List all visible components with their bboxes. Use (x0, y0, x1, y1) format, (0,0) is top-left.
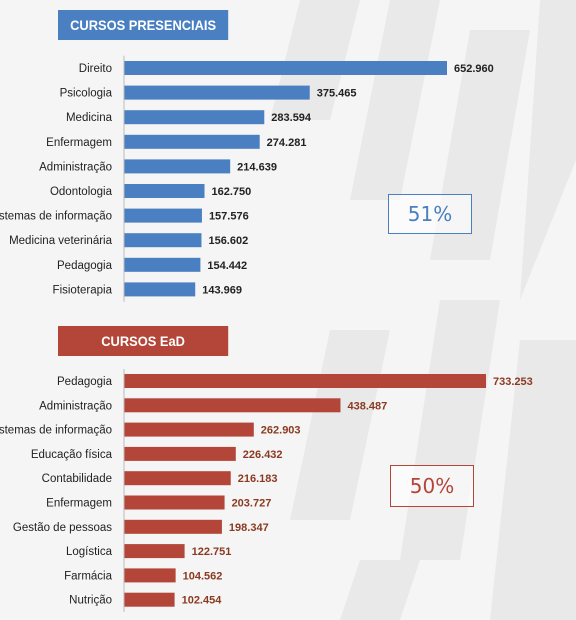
value-label: 156.602 (208, 235, 248, 247)
value-label: 262.903 (261, 425, 301, 437)
percentage-box-presencial: 51% (388, 194, 472, 234)
value-label: 122.751 (192, 546, 232, 558)
bar (124, 159, 231, 174)
bar (124, 208, 202, 223)
category-label: Pedagogia (57, 376, 113, 388)
category-label: Administração (39, 161, 112, 173)
value-label: 154.442 (207, 260, 247, 272)
value-label: 198.347 (229, 522, 269, 534)
bar (124, 282, 196, 297)
bar (124, 257, 201, 272)
header-cursos-ead: CURSOS EaD (58, 326, 229, 356)
value-label: 216.183 (238, 473, 278, 485)
value-label: 143.969 (202, 284, 242, 296)
bar (124, 471, 231, 486)
category-label: Odontologia (50, 186, 113, 198)
bar (124, 233, 202, 248)
category-label: Gestão de pessoas (13, 522, 112, 534)
bar (124, 184, 205, 198)
bar (124, 398, 341, 413)
value-label: 102.454 (182, 595, 223, 607)
bar (124, 134, 260, 149)
category-label: Fisioterapia (53, 284, 113, 296)
bar (124, 110, 265, 125)
bar (124, 568, 176, 583)
category-label: Administração (39, 400, 112, 412)
category-label: Sistemas de informação (0, 425, 112, 437)
value-label: 203.727 (232, 498, 272, 510)
bar (124, 61, 447, 75)
bar (124, 446, 236, 461)
category-label: Farmácia (64, 570, 113, 582)
bar (124, 422, 254, 437)
value-label: 162.750 (212, 186, 252, 198)
category-label: Educação física (31, 449, 113, 461)
category-label: Logística (66, 546, 113, 558)
bar (124, 85, 310, 100)
category-label: Medicina (66, 112, 113, 124)
category-label: Enfermagem (46, 137, 112, 149)
bar (124, 544, 185, 559)
category-label: Sistemas de informação (0, 211, 112, 223)
value-label: 652.960 (454, 63, 494, 75)
category-label: Enfermagem (46, 498, 112, 510)
chart-cursos-presenciais: Direito 652.960 Psicologia 375.465 Medicina 2… (0, 55, 494, 302)
bar (124, 519, 222, 534)
category-label: Contabilidade (42, 473, 112, 485)
value-label: 438.487 (347, 400, 387, 412)
chart-cursos-ead: Pedagogia 733.253 Administração 438.487 Sist… (0, 369, 533, 612)
bar (124, 592, 175, 607)
category-label: Medicina veterinária (9, 235, 113, 247)
value-label: 226.432 (243, 449, 283, 461)
value-label: 375.465 (317, 88, 357, 100)
value-label: 104.562 (183, 570, 223, 582)
bar (124, 374, 486, 388)
category-label: Direito (79, 63, 112, 75)
bar (124, 495, 225, 510)
value-label: 157.576 (209, 211, 249, 223)
value-label: 283.594 (271, 112, 312, 124)
value-label: 733.253 (493, 376, 533, 388)
category-label: Nutrição (69, 595, 112, 607)
header-cursos-presenciais: CURSOS PRESENCIAIS (58, 10, 229, 40)
category-label: Pedagogia (57, 260, 113, 272)
value-label: 214.639 (237, 161, 277, 173)
percentage-box-ead: 50% (390, 465, 474, 507)
category-label: Psicologia (60, 88, 113, 100)
value-label: 274.281 (267, 137, 307, 149)
